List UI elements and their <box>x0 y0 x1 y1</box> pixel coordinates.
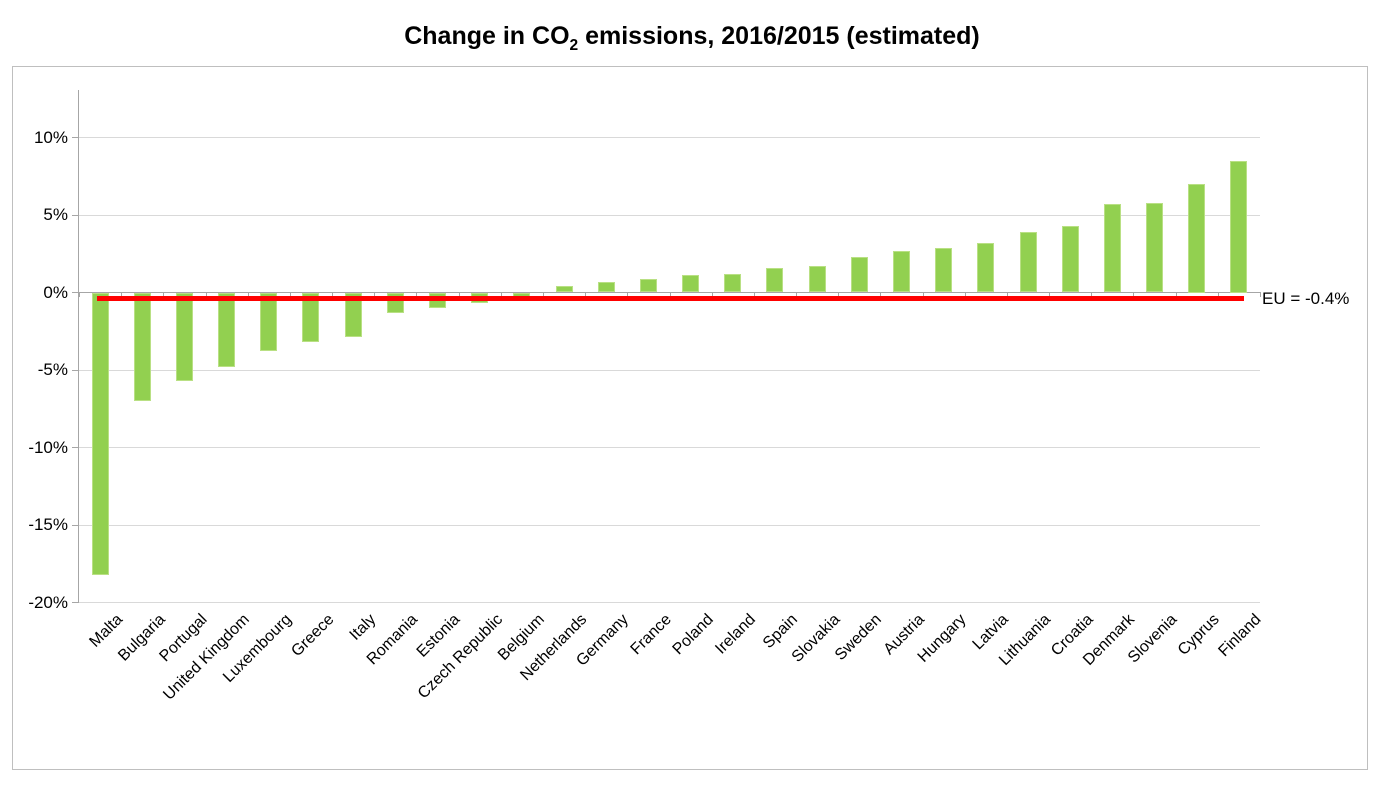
chart-title-suffix: emissions, 2016/2015 (estimated) <box>578 22 980 50</box>
y-axis-tick <box>72 214 78 216</box>
plot-frame <box>12 66 1368 770</box>
y-axis-tick <box>72 369 78 371</box>
x-axis-tick <box>542 292 544 297</box>
bar-slovenia <box>1146 202 1164 293</box>
x-axis-tick <box>1006 292 1008 297</box>
bar-finland <box>1230 160 1248 293</box>
y-axis-line <box>78 90 79 603</box>
bar-ireland <box>724 273 742 293</box>
x-axis-tick <box>1217 292 1219 297</box>
bar-spain <box>766 267 784 293</box>
x-axis-tick <box>1175 292 1177 297</box>
gridline <box>79 369 1260 371</box>
y-axis-tick-label: 10% <box>33 127 68 147</box>
gridline <box>79 137 1260 138</box>
chart-title-prefix: Change in CO <box>404 22 570 50</box>
x-axis-tick <box>585 292 587 297</box>
bar-austria <box>892 250 910 293</box>
bar-greece <box>302 292 320 343</box>
y-axis-tick-label: 5% <box>43 205 68 224</box>
bar-denmark <box>1103 204 1121 293</box>
y-axis-tick-label: -10% <box>28 437 68 457</box>
x-axis-tick <box>1133 292 1135 297</box>
chart-title-subscript: 2 <box>569 37 579 54</box>
y-axis-tick-label: 0% <box>43 282 68 302</box>
x-axis-tick <box>247 292 249 297</box>
bar-luxembourg <box>260 292 278 352</box>
x-axis-tick <box>163 292 165 297</box>
x-axis-tick <box>922 292 924 297</box>
eu-reference-label: EU = -0.4% <box>1262 288 1350 308</box>
y-axis-tick <box>72 447 78 448</box>
y-axis-tick-label: -20% <box>28 592 68 612</box>
x-axis-tick <box>79 292 80 297</box>
eu-reference-line <box>97 296 1244 302</box>
x-axis-tick <box>838 292 840 297</box>
y-axis-tick <box>72 292 78 293</box>
bar-france <box>639 278 657 293</box>
bar-sweden <box>850 256 868 293</box>
x-axis-tick <box>500 292 502 297</box>
x-axis-tick <box>964 292 966 297</box>
x-axis-tick <box>374 292 376 297</box>
x-axis-tick <box>289 292 291 297</box>
x-axis-tick <box>753 292 755 297</box>
bar-hungary <box>935 247 953 293</box>
x-axis-tick <box>121 292 123 297</box>
x-axis-tick <box>1049 292 1051 297</box>
bar-portugal <box>175 292 193 381</box>
x-axis-tick <box>458 292 460 297</box>
x-axis-tick <box>796 292 798 297</box>
bar-malta <box>91 292 109 575</box>
bar-poland <box>682 275 700 293</box>
y-axis-tick <box>72 524 78 526</box>
bar-united-kingdom <box>218 292 236 367</box>
y-axis-tick <box>72 137 78 138</box>
x-axis-tick <box>1091 292 1093 297</box>
bar-bulgaria <box>133 292 151 401</box>
x-axis-tick <box>416 292 418 297</box>
y-axis-tick <box>72 602 78 603</box>
x-axis-tick <box>332 292 334 297</box>
bar-cyprus <box>1188 184 1206 293</box>
x-axis-tick <box>711 292 713 297</box>
bar-germany <box>597 281 615 293</box>
x-axis-tick <box>880 292 882 297</box>
gridline <box>79 447 1260 448</box>
bar-slovakia <box>808 266 826 293</box>
x-axis-tick <box>205 292 207 297</box>
y-axis-tick-label: -5% <box>37 360 68 379</box>
bar-latvia <box>977 242 995 293</box>
x-axis-tick <box>1260 292 1261 297</box>
x-axis-tick <box>627 292 629 297</box>
gridline <box>79 524 1260 526</box>
bar-lithuania <box>1019 232 1037 293</box>
gridline <box>79 214 1260 216</box>
chart-title: Change in CO2 emissions, 2016/2015 (esti… <box>0 22 1384 55</box>
bar-croatia <box>1061 225 1079 293</box>
x-axis-tick <box>669 292 671 297</box>
y-axis-tick-label: -15% <box>28 515 68 534</box>
gridline <box>79 602 1260 603</box>
bar-netherlands <box>555 286 573 293</box>
bar-italy <box>344 292 362 338</box>
